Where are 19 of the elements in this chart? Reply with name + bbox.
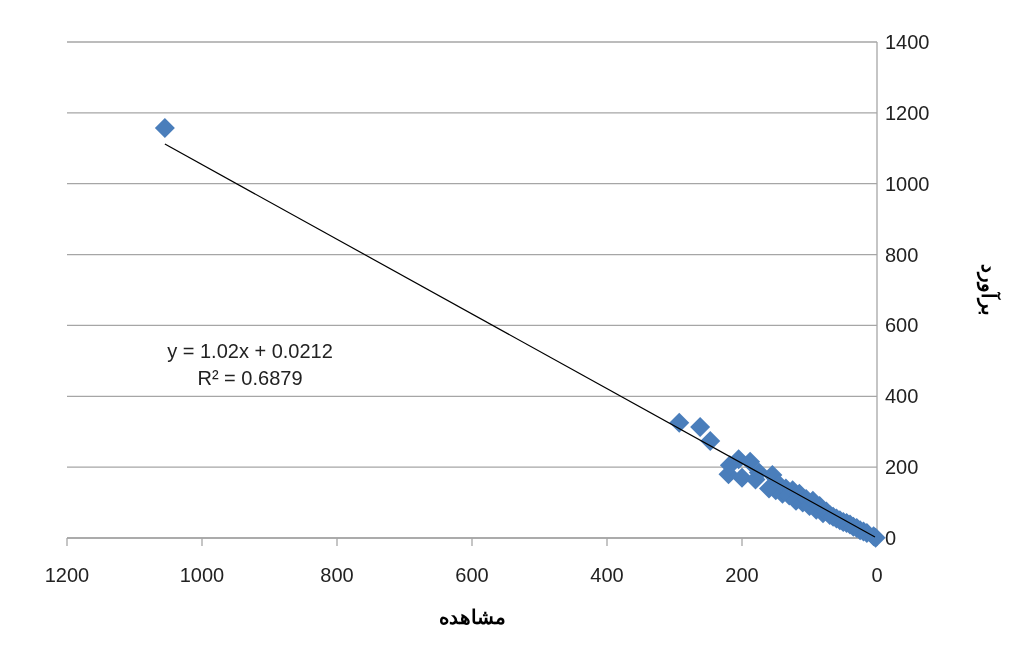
- y-tick-label: 800: [885, 243, 919, 266]
- y-tick-label: 1200: [885, 101, 930, 124]
- x-tick-label: 800: [320, 564, 354, 586]
- y-tick-label: 0: [885, 527, 897, 549]
- x-tick-label: 400: [590, 564, 624, 586]
- x-tick-label: 600: [455, 564, 489, 586]
- y-tick-label: 1400: [885, 31, 930, 53]
- y-tick-label: 200: [885, 456, 919, 479]
- x-axis-title: مشاهده: [438, 606, 506, 628]
- y-tick-label: 1000: [885, 172, 930, 195]
- x-tick-label: 1200: [44, 564, 90, 586]
- y-tick-label: 600: [885, 314, 919, 337]
- y-tick-label: 400: [885, 385, 919, 408]
- annotation: R² = 0.6879: [197, 367, 303, 389]
- x-tick-label: 1000: [179, 564, 225, 586]
- x-tick-label: 200: [725, 564, 759, 586]
- annotation: y = 1.02x + 0.0212: [167, 340, 333, 362]
- y-axis-title: برآورد: [976, 264, 1002, 316]
- x-tick-label: 0: [871, 564, 883, 586]
